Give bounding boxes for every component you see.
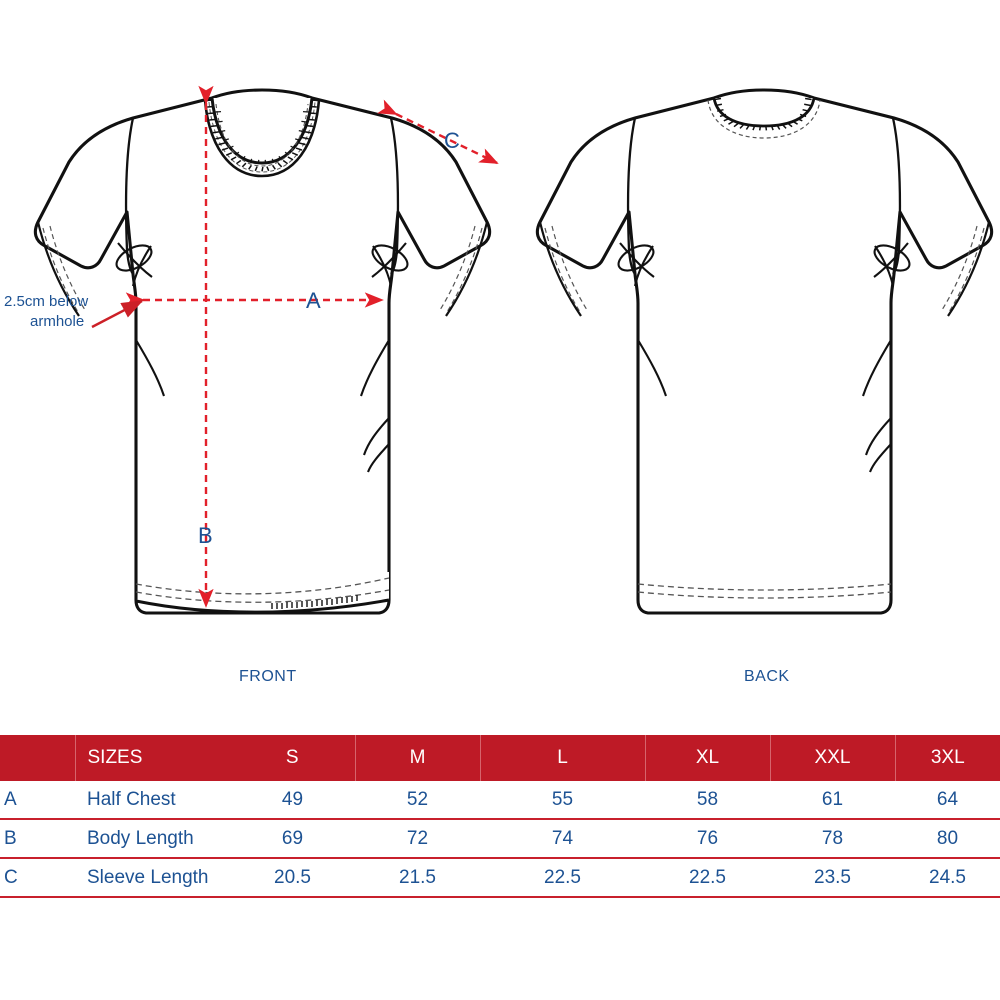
front-view-label: FRONT <box>239 668 297 685</box>
row-name-half-chest: Half Chest <box>75 781 230 820</box>
front-side-drape-creases <box>135 339 390 473</box>
back-view-label: BACK <box>744 668 790 685</box>
back-left-armpit-detail <box>617 242 655 287</box>
measure-label-c: C <box>444 128 460 153</box>
back-right-sleeve-hem <box>947 221 991 317</box>
back-right-sleeve-hem-stitch <box>941 225 985 313</box>
cell-sleeve-length-xl: 22.5 <box>645 858 770 898</box>
front-right-sleeve-hem <box>445 221 489 317</box>
tshirt-technical-drawing <box>33 85 994 615</box>
back-left-sleeve-hem <box>538 221 582 317</box>
cell-sleeve-length-xxl: 23.5 <box>770 858 895 898</box>
row-name-body-length: Body Length <box>75 819 230 859</box>
cell-half-chest-xl: 58 <box>645 781 770 820</box>
header-key-cell <box>0 735 76 781</box>
header-size-m: M <box>355 735 481 781</box>
back-right-armpit-detail <box>873 242 911 287</box>
back-side-drape-creases <box>637 339 892 473</box>
back-tshirt-outline <box>535 88 994 615</box>
cell-sleeve-length-m: 21.5 <box>355 858 480 898</box>
cell-half-chest-xxl: 61 <box>770 781 895 820</box>
cell-body-length-3xl: 80 <box>895 819 1000 859</box>
measure-line-c <box>377 99 499 165</box>
garment-diagram: 2.5cm below armhole A B C FRONT BACK <box>4 85 994 685</box>
cell-body-length-xl: 76 <box>645 819 770 859</box>
header-size-l: L <box>480 735 646 781</box>
back-armscye-seams <box>626 117 902 275</box>
armhole-note-line2: armhole <box>30 313 85 331</box>
front-right-armpit-detail <box>371 242 409 287</box>
back-bottom-hem <box>637 583 892 599</box>
measure-label-a: A <box>306 288 321 313</box>
front-left-sleeve-hem-stitch <box>42 225 86 313</box>
measurements-table-container: SIZES S M L XL XXL 3XL A Half Chest 49 5… <box>0 735 1000 898</box>
header-sizes-cell: SIZES <box>75 735 230 781</box>
row-key-b: B <box>0 819 75 859</box>
header-size-s: S <box>230 735 356 781</box>
front-left-sleeve-hem <box>36 221 80 317</box>
cell-half-chest-3xl: 64 <box>895 781 1000 820</box>
armhole-note-line1: 2.5cm below <box>4 293 89 310</box>
row-name-sleeve-length: Sleeve Length <box>75 858 230 898</box>
cell-sleeve-length-l: 22.5 <box>480 858 645 898</box>
header-size-xxl: XXL <box>770 735 896 781</box>
table-header-row: SIZES S M L XL XXL 3XL <box>0 735 1000 781</box>
cell-body-length-l: 74 <box>480 819 645 859</box>
header-size-xl: XL <box>645 735 771 781</box>
armhole-note-leader <box>91 299 144 329</box>
cell-sleeve-length-3xl: 24.5 <box>895 858 1000 898</box>
cell-half-chest-l: 55 <box>480 781 645 820</box>
table-row: A Half Chest 49 52 55 58 61 64 <box>0 781 1000 820</box>
header-size-3xl: 3XL <box>895 735 1000 781</box>
front-left-armpit-detail <box>115 242 153 287</box>
front-right-sleeve-hem-stitch <box>439 225 483 313</box>
armhole-note: 2.5cm below armhole <box>4 292 134 333</box>
row-key-a: A <box>0 781 75 820</box>
measurements-table: SIZES S M L XL XXL 3XL A Half Chest 49 5… <box>0 735 1000 898</box>
table-row: C Sleeve Length 20.5 21.5 22.5 22.5 23.5… <box>0 858 1000 898</box>
measure-label-b: B <box>198 523 213 548</box>
cell-half-chest-s: 49 <box>230 781 355 820</box>
back-collar <box>707 97 821 139</box>
cell-body-length-s: 69 <box>230 819 355 859</box>
row-key-c: C <box>0 858 75 898</box>
cell-body-length-m: 72 <box>355 819 480 859</box>
table-row: B Body Length 69 72 74 76 78 80 <box>0 819 1000 859</box>
cell-sleeve-length-s: 20.5 <box>230 858 355 898</box>
back-left-sleeve-hem-stitch <box>544 225 588 313</box>
cell-half-chest-m: 52 <box>355 781 480 820</box>
cell-body-length-xxl: 78 <box>770 819 895 859</box>
